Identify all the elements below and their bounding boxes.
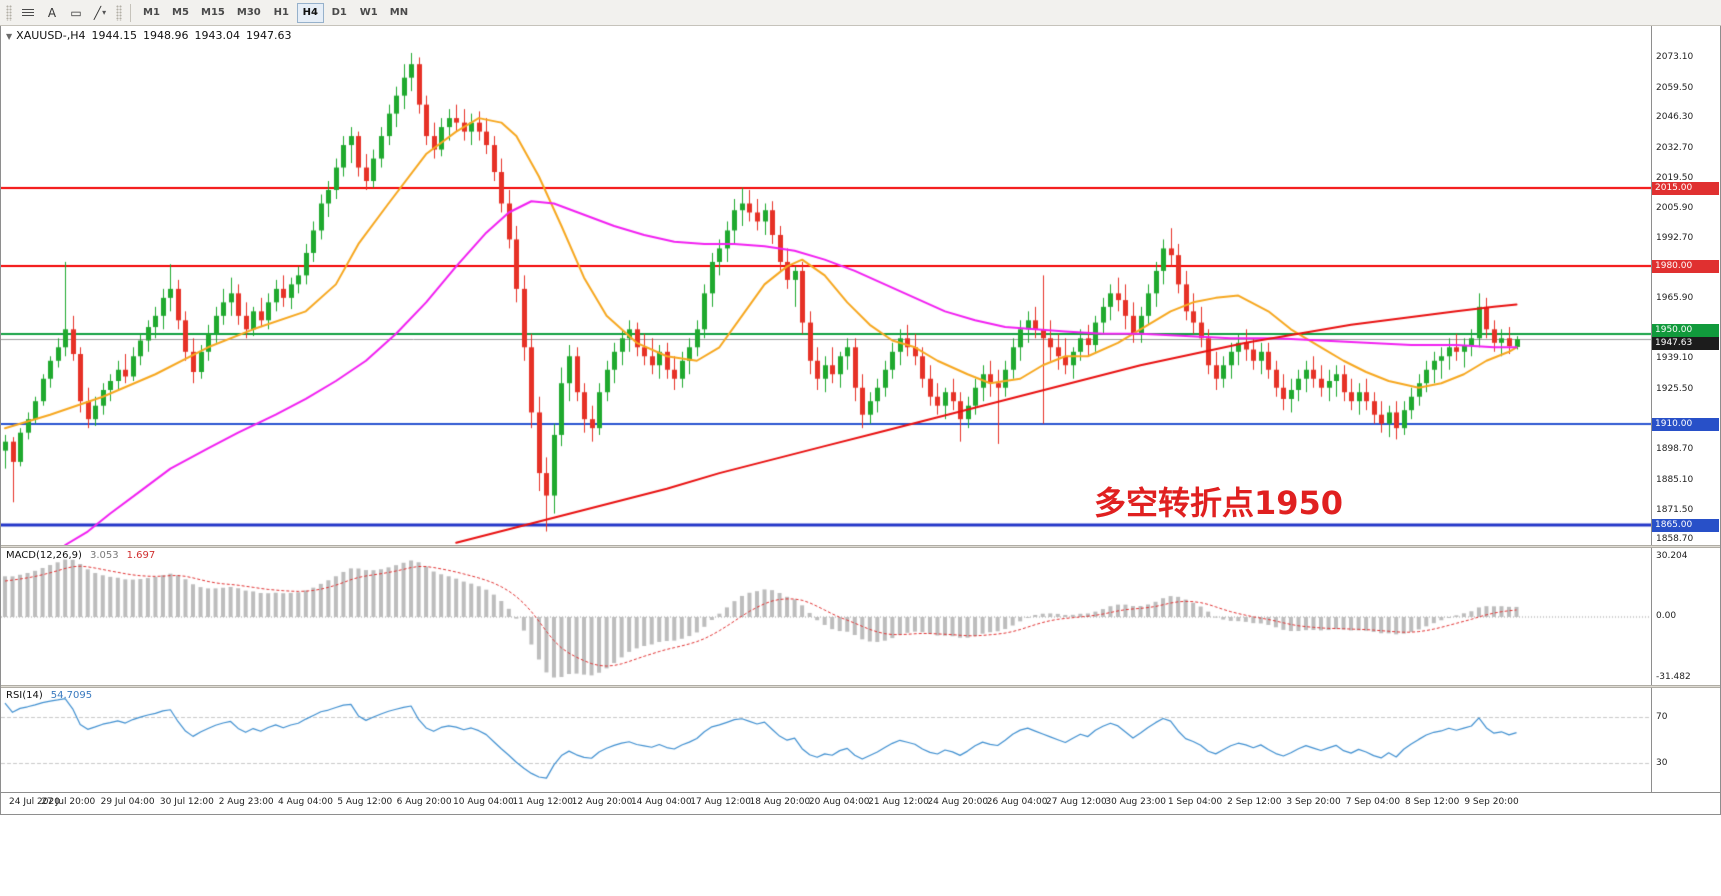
price-tag: 1865.00 xyxy=(1652,518,1719,532)
time-axis-label: 29 Jul 04:00 xyxy=(100,797,155,807)
rsi-name: RSI(14) xyxy=(6,690,43,701)
time-axis-label: 24 Jul 2020 xyxy=(9,797,60,807)
time-axis-label: 2 Sep 12:00 xyxy=(1227,797,1282,807)
time-axis-label: 8 Sep 12:00 xyxy=(1405,797,1460,807)
macd-canvas[interactable] xyxy=(1,548,1651,685)
time-axis-label: 24 Aug 20:00 xyxy=(927,797,989,807)
toolbar-grip[interactable] xyxy=(116,4,122,21)
time-axis-label: 30 Jul 12:00 xyxy=(159,797,214,807)
price-tag: 1910.00 xyxy=(1652,417,1719,431)
macd-label: MACD(12,26,9) 3.053 1.697 xyxy=(6,550,155,561)
price-axis-label: 1925.50 xyxy=(1656,383,1694,394)
collapse-arrow-icon[interactable]: ▼ xyxy=(6,32,13,41)
timeframe-button-w1[interactable]: W1 xyxy=(359,7,378,18)
time-axis-label: 14 Aug 04:00 xyxy=(630,797,692,807)
timeframe-button-h1[interactable]: H1 xyxy=(273,7,289,18)
time-axis-label: 21 Aug 12:00 xyxy=(868,797,929,807)
chart-annotation-text: 多空转折点1950 xyxy=(1094,484,1344,522)
macd-axis-label: 30.204 xyxy=(1656,551,1688,561)
timeframe-button-m1[interactable]: M1 xyxy=(143,7,160,18)
price-axis-label: 1965.90 xyxy=(1656,293,1694,304)
time-axis-label: 5 Aug 12:00 xyxy=(337,797,393,807)
price-axis-label: 1871.50 xyxy=(1656,505,1694,516)
rsi-canvas[interactable] xyxy=(1,688,1651,792)
rsi-axis-label: 70 xyxy=(1656,711,1668,722)
price-axis-label: 1885.10 xyxy=(1656,474,1694,485)
macd-axis-label: -31.482 xyxy=(1656,672,1691,682)
panel-divider[interactable] xyxy=(1,545,1720,548)
price-axis-label: 1992.70 xyxy=(1656,232,1694,243)
text-label-tool-icon[interactable]: A xyxy=(47,5,57,20)
symbol-timeframe-label: XAUUSD-,H4 xyxy=(16,29,86,42)
timeframe-button-d1[interactable]: D1 xyxy=(331,7,347,18)
timeframe-button-h4[interactable]: H4 xyxy=(296,2,324,23)
macd-panel: 30.204 0.00 -31.482 MACD(12,26,9) 3.053 1.69… xyxy=(1,548,1720,685)
toolbar: A ▭ ╱ ▾ M1 M5 M15 M30 H1 H4 D1 W1 MN xyxy=(0,0,1721,26)
chart-legend: ▼ XAUUSD-,H4 1944.15 1948.96 1943.04 1947.63 xyxy=(6,29,298,42)
time-axis-label: 12 Aug 20:00 xyxy=(571,797,633,807)
time-axis-label: 9 Sep 20:00 xyxy=(1464,797,1519,807)
time-axis-label: 1 Sep 04:00 xyxy=(1167,797,1223,807)
timeframe-group: M1 M5 M15 M30 H1 H4 D1 W1 MN xyxy=(137,2,414,23)
drawing-tools-group: A ▭ ╱ ▾ xyxy=(16,3,112,23)
timeframe-button-mn[interactable]: MN xyxy=(389,7,409,18)
macd-axis[interactable]: 30.204 0.00 -31.482 xyxy=(1651,548,1720,685)
time-axis-label: 18 Aug 20:00 xyxy=(749,797,811,807)
time-axis-label: 17 Aug 12:00 xyxy=(690,797,751,807)
time-axis-label: 27 Aug 12:00 xyxy=(1046,797,1107,807)
chart-window: 2073.10 2059.50 2046.30 2032.70 2019.50 2005.… xyxy=(0,26,1721,815)
time-axis-label: 30 Aug 23:00 xyxy=(1105,797,1167,807)
price-axis-label: 2073.10 xyxy=(1656,52,1694,63)
macd-signal-value: 1.697 xyxy=(126,550,156,561)
open-value: 1944.15 xyxy=(91,29,138,42)
rsi-value: 54.7095 xyxy=(50,690,93,701)
price-axis[interactable]: 2073.10 2059.50 2046.30 2032.70 2019.50 2005.… xyxy=(1651,26,1720,545)
macd-axis-label: 0.00 xyxy=(1656,611,1677,621)
price-axis-label: 1939.10 xyxy=(1656,353,1694,364)
rsi-label: RSI(14) 54.7095 xyxy=(6,690,92,701)
panel-divider[interactable] xyxy=(1,685,1720,688)
price-tag: 1950.00 xyxy=(1652,323,1719,337)
timeframe-button-m15[interactable]: M15 xyxy=(201,7,225,18)
price-axis-label: 2032.70 xyxy=(1656,142,1694,153)
trendline-dropdown-tool-icon[interactable]: ╱ ▾ xyxy=(93,5,107,20)
toolbar-grip[interactable] xyxy=(6,4,12,21)
rsi-panel: 70 30 RSI(14) 54.7095 xyxy=(1,688,1720,792)
macd-main-value: 3.053 xyxy=(89,550,119,561)
time-axis-label: 3 Sep 20:00 xyxy=(1286,797,1341,807)
price-tag: 2015.00 xyxy=(1652,181,1719,195)
time-axis[interactable]: 24 Jul 2020 27 Jul 20:00 29 Jul 04:00 30 Ju… xyxy=(1,792,1720,814)
price-axis-label: 1858.70 xyxy=(1656,533,1694,544)
time-axis-label: 2 Aug 23:00 xyxy=(218,797,274,807)
time-axis-label: 6 Aug 20:00 xyxy=(396,797,452,807)
charts-list-tool-icon[interactable] xyxy=(16,3,40,23)
timeframe-button-m5[interactable]: M5 xyxy=(172,7,189,18)
rsi-axis[interactable]: 70 30 xyxy=(1651,688,1720,792)
main-chart-panel: 2073.10 2059.50 2046.30 2032.70 2019.50 2005.… xyxy=(1,26,1720,545)
time-axis-label: 20 Aug 04:00 xyxy=(808,797,870,807)
high-value: 1948.96 xyxy=(143,29,189,42)
rectangle-tool-icon[interactable]: ▭ xyxy=(70,5,82,20)
low-value: 1943.04 xyxy=(194,29,241,42)
toolbar-separator xyxy=(130,3,131,22)
price-axis-label: 2005.90 xyxy=(1656,203,1694,214)
close-value: 1947.63 xyxy=(246,29,292,42)
time-axis-label: 11 Aug 12:00 xyxy=(512,797,574,807)
time-axis-label: 26 Aug 04:00 xyxy=(986,797,1048,807)
price-axis-label: 2046.30 xyxy=(1656,112,1694,123)
time-axis-label: 27 Jul 20:00 xyxy=(41,797,96,807)
price-axis-label: 2019.50 xyxy=(1656,172,1694,183)
price-axis-label: 2059.50 xyxy=(1656,82,1694,93)
rsi-axis-label: 30 xyxy=(1656,758,1668,769)
main-chart-canvas[interactable] xyxy=(1,26,1651,545)
timeframe-button-m30[interactable]: M30 xyxy=(236,7,261,18)
time-axis-label: 4 Aug 04:00 xyxy=(278,797,333,807)
price-tag: 1980.00 xyxy=(1652,260,1719,274)
price-axis-label: 1898.70 xyxy=(1656,444,1694,455)
macd-name: MACD(12,26,9) xyxy=(6,550,82,561)
time-axis-label: 10 Aug 04:00 xyxy=(453,797,514,807)
time-axis-label: 7 Sep 04:00 xyxy=(1345,797,1401,807)
price-tag: 1947.63 xyxy=(1652,337,1719,351)
